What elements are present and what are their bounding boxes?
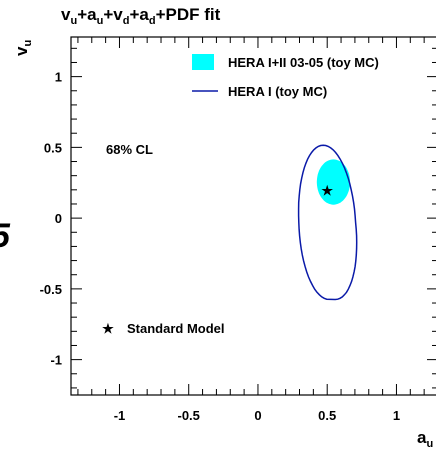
standard-model-marker: ★ <box>321 183 333 198</box>
x-tick-label: 0.5 <box>318 408 336 423</box>
y-tick-label: 0 <box>55 211 62 226</box>
x-axis-label: au <box>417 428 433 450</box>
standard-model-legend-label: Standard Model <box>127 321 225 336</box>
cl-label: 68% CL <box>106 142 153 157</box>
standard-model-legend-icon: ★ <box>102 321 114 336</box>
y-tick-label: -0.5 <box>40 282 62 297</box>
contours <box>297 144 358 301</box>
x-tick-label: -1 <box>114 408 126 423</box>
ticks <box>71 37 436 395</box>
contour-hera-i <box>297 144 358 301</box>
legend: HERA I+II 03-05 (toy MC) HERA I (toy MC) <box>192 54 379 99</box>
axes: -1 -0.5 0 0.5 1 -1 -0.5 0 0.5 1 <box>40 36 436 423</box>
chart-title: vu+au+vd+ad+PDF fit <box>61 5 221 27</box>
y-tick-label: -1 <box>50 353 62 368</box>
y-axis-label: vu <box>12 40 34 56</box>
y-tick-label: 0.5 <box>44 140 62 155</box>
x-tick-label: 1 <box>393 408 400 423</box>
x-tick-label: 0 <box>254 408 261 423</box>
standard-model-legend: ★ Standard Model <box>102 321 224 336</box>
tick-labels: -1 -0.5 0 0.5 1 -1 -0.5 0 0.5 1 <box>40 70 400 423</box>
stray-glyph: 5 <box>0 217 11 255</box>
y-tick-label: 1 <box>55 70 62 85</box>
legend-label-filled: HERA I+II 03-05 (toy MC) <box>228 55 379 70</box>
plot-frame <box>70 36 436 396</box>
legend-swatch-filled <box>192 54 214 70</box>
legend-label-outline: HERA I (toy MC) <box>228 84 327 99</box>
x-tick-label: -0.5 <box>178 408 200 423</box>
contour-hera-i-ii <box>316 159 351 205</box>
